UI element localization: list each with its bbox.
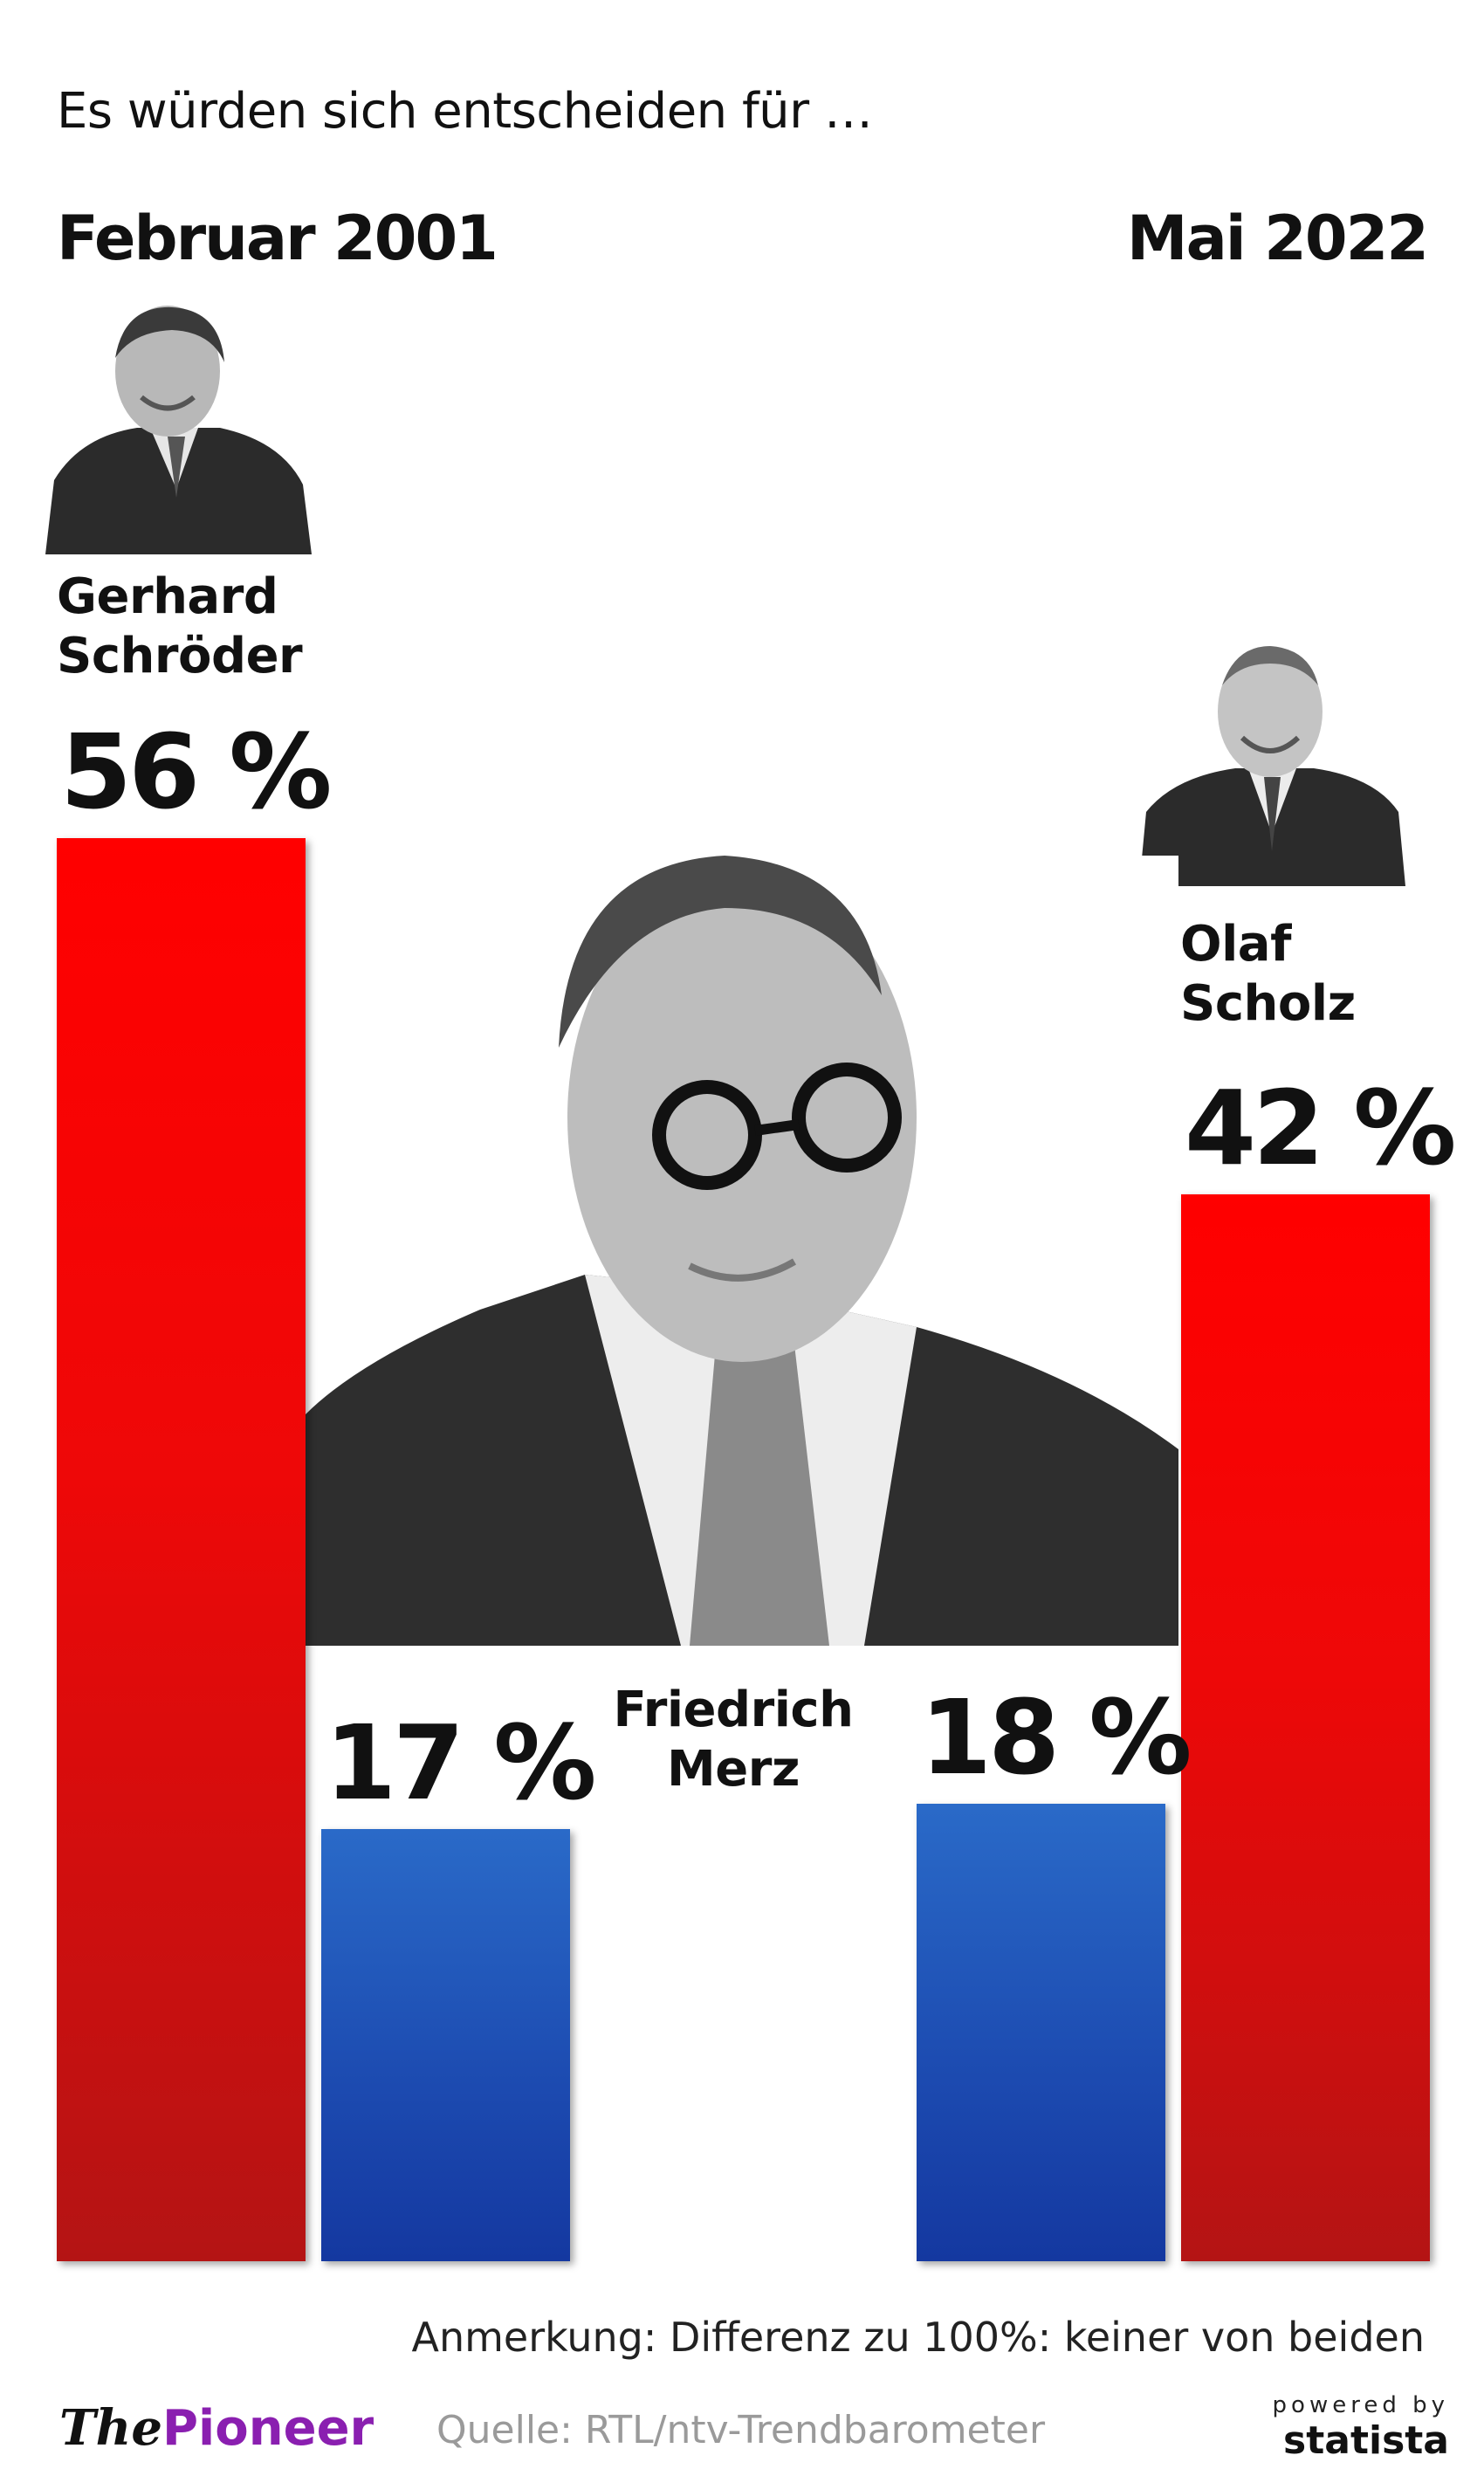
label-schroeder-line1: Gerhard: [57, 568, 278, 625]
bar-schroeder-2001: [57, 838, 306, 2261]
logo-the-pioneer: ThePioneer: [59, 2399, 374, 2457]
statista-text: statista: [1283, 2418, 1449, 2463]
value-label-merz-2022: 18 %: [920, 1677, 1192, 1799]
footnote: Anmerkung: Differenz zu 100%: keiner von…: [411, 2314, 1425, 2361]
label-scholz-line2: Scholz: [1180, 975, 1356, 1032]
bar-merz-2022: [917, 1804, 1165, 2261]
label-scholz: Olaf Scholz: [1180, 915, 1356, 1034]
value-label-merz-2001: 17 %: [325, 1702, 597, 1824]
portrait-scholz-icon: [1139, 646, 1405, 886]
value-label-scholz: 42 %: [1185, 1067, 1457, 1188]
source-text: Quelle: RTL/ntv-Trendbarometer: [436, 2408, 1046, 2452]
label-schroeder-line2: Schröder: [57, 628, 303, 684]
label-scholz-line1: Olaf: [1180, 916, 1291, 973]
value-label-schroeder: 56 %: [60, 712, 333, 833]
portrait-schroeder-icon: [45, 306, 312, 554]
logo-the: The: [59, 2399, 163, 2457]
logo-statista: powered by statista: [1273, 2392, 1449, 2463]
period-label-right: Mai 2022: [1126, 203, 1429, 274]
period-label-left: Februar 2001: [57, 203, 498, 274]
portrait-merz-icon: [306, 856, 1178, 1646]
chart-subtitle: Es würden sich entscheiden für …: [57, 83, 873, 140]
powered-by-text: powered by: [1272, 2392, 1449, 2418]
label-merz: Friedrich Merz: [602, 1681, 864, 1799]
bar-scholz-2022: [1181, 1193, 1430, 2261]
logo-pioneer: Pioneer: [162, 2400, 374, 2457]
label-merz-line2: Merz: [667, 1741, 800, 1798]
label-merz-line1: Friedrich: [613, 1682, 854, 1738]
label-schroeder: Gerhard Schröder: [57, 567, 303, 686]
bar-merz-2001: [321, 1829, 570, 2261]
